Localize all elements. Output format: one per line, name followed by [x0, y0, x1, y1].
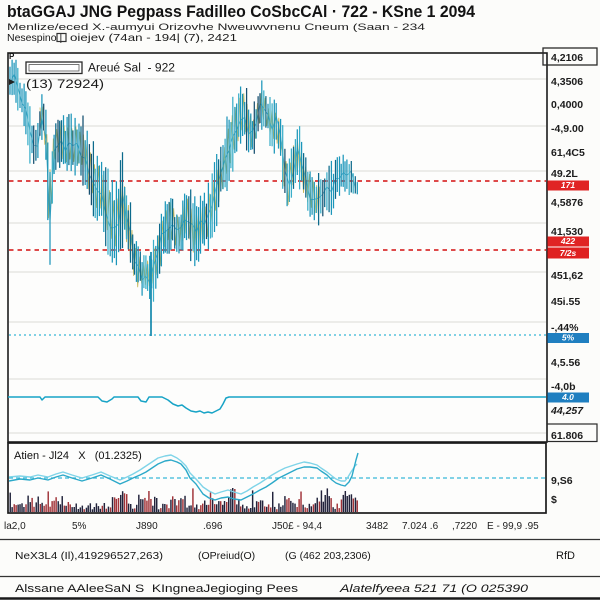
svg-text:(OPreiud(O): (OPreiud(O)	[198, 550, 255, 562]
svg-text:$: $	[551, 494, 557, 506]
svg-text:la2,0: la2,0	[4, 521, 26, 532]
svg-text:41,530: 41,530	[551, 226, 583, 238]
svg-text:-,44%: -,44%	[551, 322, 579, 334]
svg-text:,7220: ,7220	[452, 521, 477, 532]
svg-text:451,62: 451,62	[551, 270, 583, 282]
svg-text:7.024 .6: 7.024 .6	[402, 521, 439, 532]
svg-text:btaGGAJ JNG Pegpass Fadilleo C: btaGGAJ JNG Pegpass Fadilleo CoSbcCAl · …	[7, 3, 476, 21]
svg-text:49.2L: 49.2L	[551, 168, 578, 180]
svg-text:-4,9.00: -4,9.00	[551, 123, 584, 135]
svg-text:Menlize/eced X.-aumyui Orizovh: Menlize/eced X.-aumyui Orizovhe Nweuwvne…	[7, 22, 425, 33]
svg-text:7/2s: 7/2s	[560, 248, 577, 258]
svg-text:9,S6: 9,S6	[551, 475, 573, 487]
svg-text:Areué Sal - 922: Areué Sal - 922	[88, 63, 175, 75]
svg-text:171: 171	[561, 180, 575, 190]
svg-text:J890: J890	[136, 521, 158, 532]
svg-text:4,5876: 4,5876	[551, 197, 583, 209]
svg-text:44,257: 44,257	[550, 405, 584, 417]
svg-text:5%: 5%	[72, 521, 87, 532]
svg-text:45i.55: 45i.55	[551, 296, 580, 308]
svg-text:J50£ - 94,4: J50£ - 94,4	[272, 521, 322, 532]
svg-text:(G (462 203,2306): (G (462 203,2306)	[285, 550, 371, 562]
svg-text:Atien - Jl24 X (01.2325): Atien - Jl24 X (01.2325)	[14, 450, 142, 462]
svg-text:RfD: RfD	[556, 550, 575, 562]
svg-text:4,3506: 4,3506	[551, 76, 583, 88]
svg-text:oiejev (74an - 194| (7), 2421: oiejev (74an - 194| (7), 2421	[70, 32, 237, 44]
svg-text:4,2106: 4,2106	[551, 52, 583, 64]
svg-text:NeX3L4 (Il),419296527,263): NeX3L4 (Il),419296527,263)	[15, 550, 163, 562]
svg-text:(13) 72924): (13) 72924)	[26, 79, 104, 91]
svg-text:-4,0b: -4,0b	[551, 381, 576, 393]
svg-text:4,5.56: 4,5.56	[551, 357, 580, 369]
svg-text:4.0: 4.0	[561, 392, 574, 402]
svg-text:Alatelfyeea 521 71 (O 025390: Alatelfyeea 521 71 (O 025390	[339, 583, 529, 595]
svg-text:Nesespino |: Nesespino |	[7, 32, 62, 44]
svg-text:61.806: 61.806	[551, 430, 583, 442]
svg-text:0,4000: 0,4000	[551, 99, 583, 111]
svg-text:.696: .696	[203, 521, 223, 532]
svg-text:5%: 5%	[562, 333, 575, 343]
svg-text:61,4C5: 61,4C5	[551, 147, 585, 159]
svg-text:422: 422	[560, 236, 575, 246]
svg-text:Alssane AAleeSaN S KIngneaJeg: Alssane AAleeSaN S KIngneaJegioging Pees	[15, 583, 299, 595]
svg-text:3482: 3482	[366, 521, 389, 532]
svg-text:P: P	[9, 52, 15, 61]
svg-text:E - 99,9 .95: E - 99,9 .95	[487, 521, 539, 532]
